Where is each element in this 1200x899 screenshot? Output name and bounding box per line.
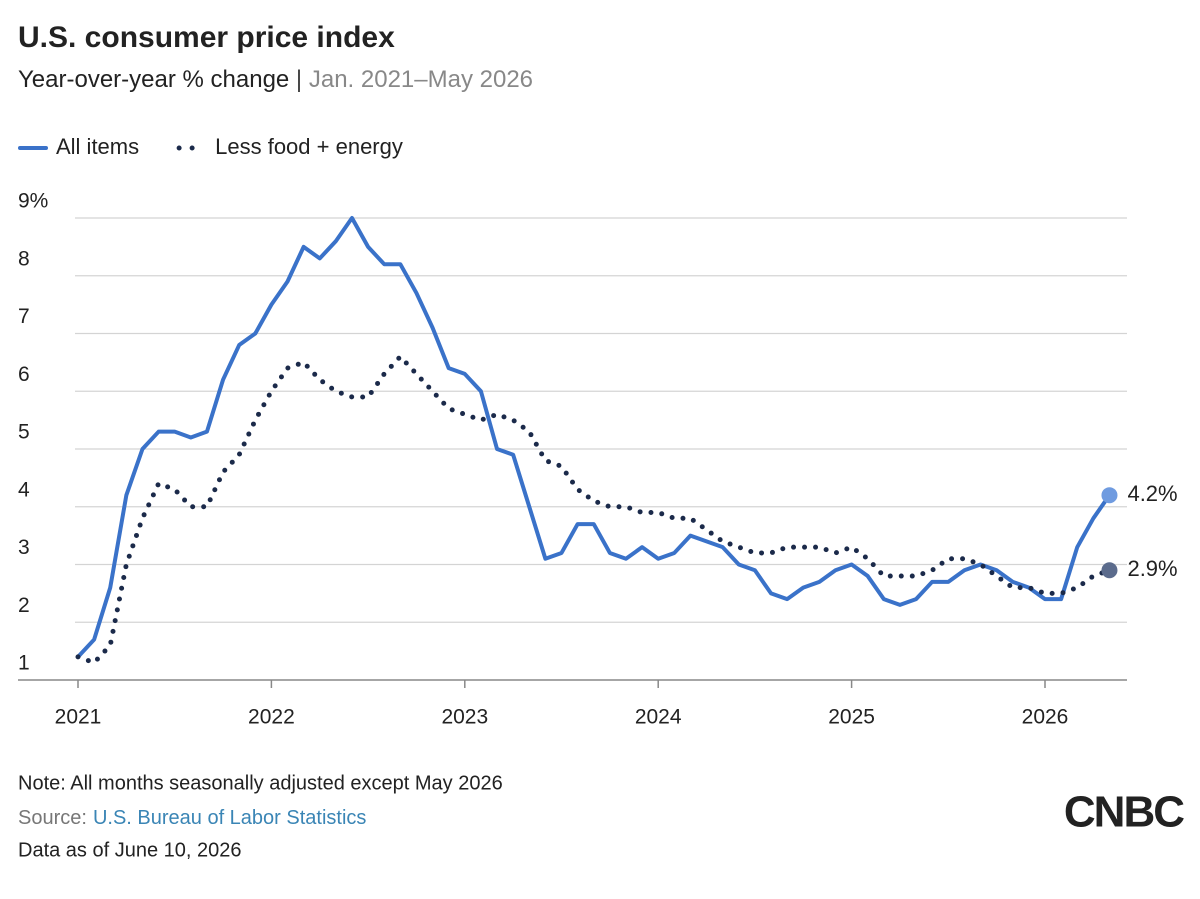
y-tick-label: 3 [18,536,30,559]
series-line [75,354,1112,666]
x-tick-label: 2023 [441,706,488,729]
y-tick-label: 6 [18,363,30,386]
y-tick-label: 5 [18,421,30,444]
source-label: Source: [18,807,87,829]
y-tick-label: 1 [18,652,30,675]
end-point [1101,562,1118,579]
data-date: Data as of June 10, 2026 [18,839,242,861]
series-line [76,216,1112,659]
end-point [1101,487,1118,504]
legend-label: All items [56,134,139,159]
x-tick-label: 2022 [248,706,295,729]
subtitle-range: Jan. 2021–May 2026 [309,66,533,93]
note: Note: All months seasonally adjusted exc… [18,772,503,794]
y-tick-label: 9% [18,190,48,213]
x-tick-label: 2025 [828,706,875,729]
x-tick-label: 2024 [635,706,682,729]
x-tick-label: 2021 [55,706,102,729]
x-tick-label: 2026 [1022,706,1069,729]
legend-label: Less food + energy [215,134,403,159]
separator: | [289,66,309,93]
value-label: 4.2% [1127,481,1177,506]
y-tick-label: 2 [18,594,30,617]
subtitle-text: Year-over-year % change [18,66,289,93]
logo: CNBC [1064,788,1184,837]
y-tick-label: 7 [18,305,30,328]
y-tick-label: 4 [18,478,30,501]
chart-title: U.S. consumer price index [18,21,395,54]
source-link[interactable]: U.S. Bureau of Labor Statistics [93,807,366,829]
y-tick-label: 8 [18,247,30,270]
source: Source: U.S. Bureau of Labor Statistics [18,807,366,829]
chart-subtitle: Year-over-year % change | Jan. 2021–May … [18,66,533,93]
value-label: 2.9% [1127,556,1177,581]
